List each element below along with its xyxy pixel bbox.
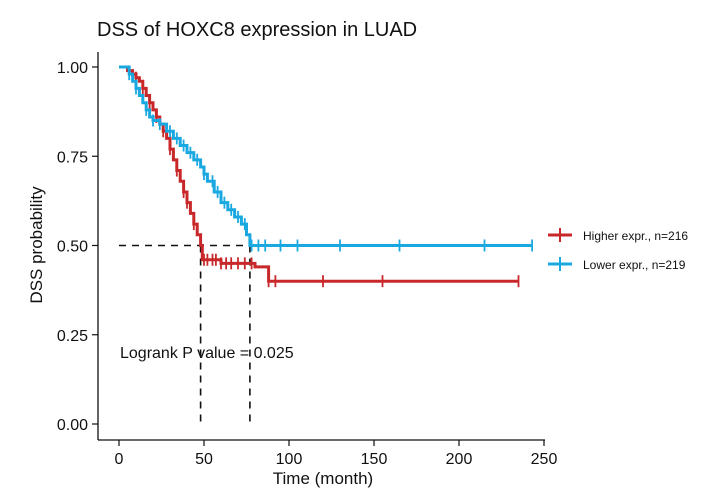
y-axis-label: DSS probability bbox=[27, 186, 46, 304]
x-tick-label: 200 bbox=[446, 451, 473, 468]
x-ticks: 0 50 100 150 200 250 bbox=[115, 440, 558, 468]
x-axis-label: Time (month) bbox=[273, 469, 373, 488]
plot-area bbox=[119, 65, 533, 424]
legend-item-lower: Lower expr., n=219 bbox=[548, 257, 686, 272]
legend-label-lower: Lower expr., n=219 bbox=[583, 258, 686, 272]
y-tick-label: 0.50 bbox=[57, 239, 88, 256]
y-ticks: 0.00 0.25 0.50 0.75 1.00 bbox=[57, 60, 98, 434]
x-tick-label: 50 bbox=[195, 451, 213, 468]
survival-curve-0 bbox=[119, 65, 519, 283]
y-tick-label: 0.75 bbox=[57, 149, 88, 166]
legend-label-higher: Higher expr., n=216 bbox=[583, 229, 688, 243]
x-tick-label: 150 bbox=[361, 451, 388, 468]
survival-curve-1 bbox=[119, 65, 533, 247]
x-tick-label: 0 bbox=[115, 451, 124, 468]
legend-item-higher: Higher expr., n=216 bbox=[548, 228, 688, 243]
y-tick-label: 0.00 bbox=[57, 417, 88, 434]
chart-title: DSS of HOXC8 expression in LUAD bbox=[97, 19, 417, 41]
legend: Higher expr., n=216 Lower expr., n=219 bbox=[548, 228, 688, 272]
logrank-annotation: Logrank P value = 0.025 bbox=[120, 345, 294, 362]
x-tick-label: 100 bbox=[276, 451, 303, 468]
x-tick-label: 250 bbox=[531, 451, 558, 468]
y-tick-label: 0.25 bbox=[57, 328, 88, 345]
y-tick-label: 1.00 bbox=[57, 60, 88, 77]
